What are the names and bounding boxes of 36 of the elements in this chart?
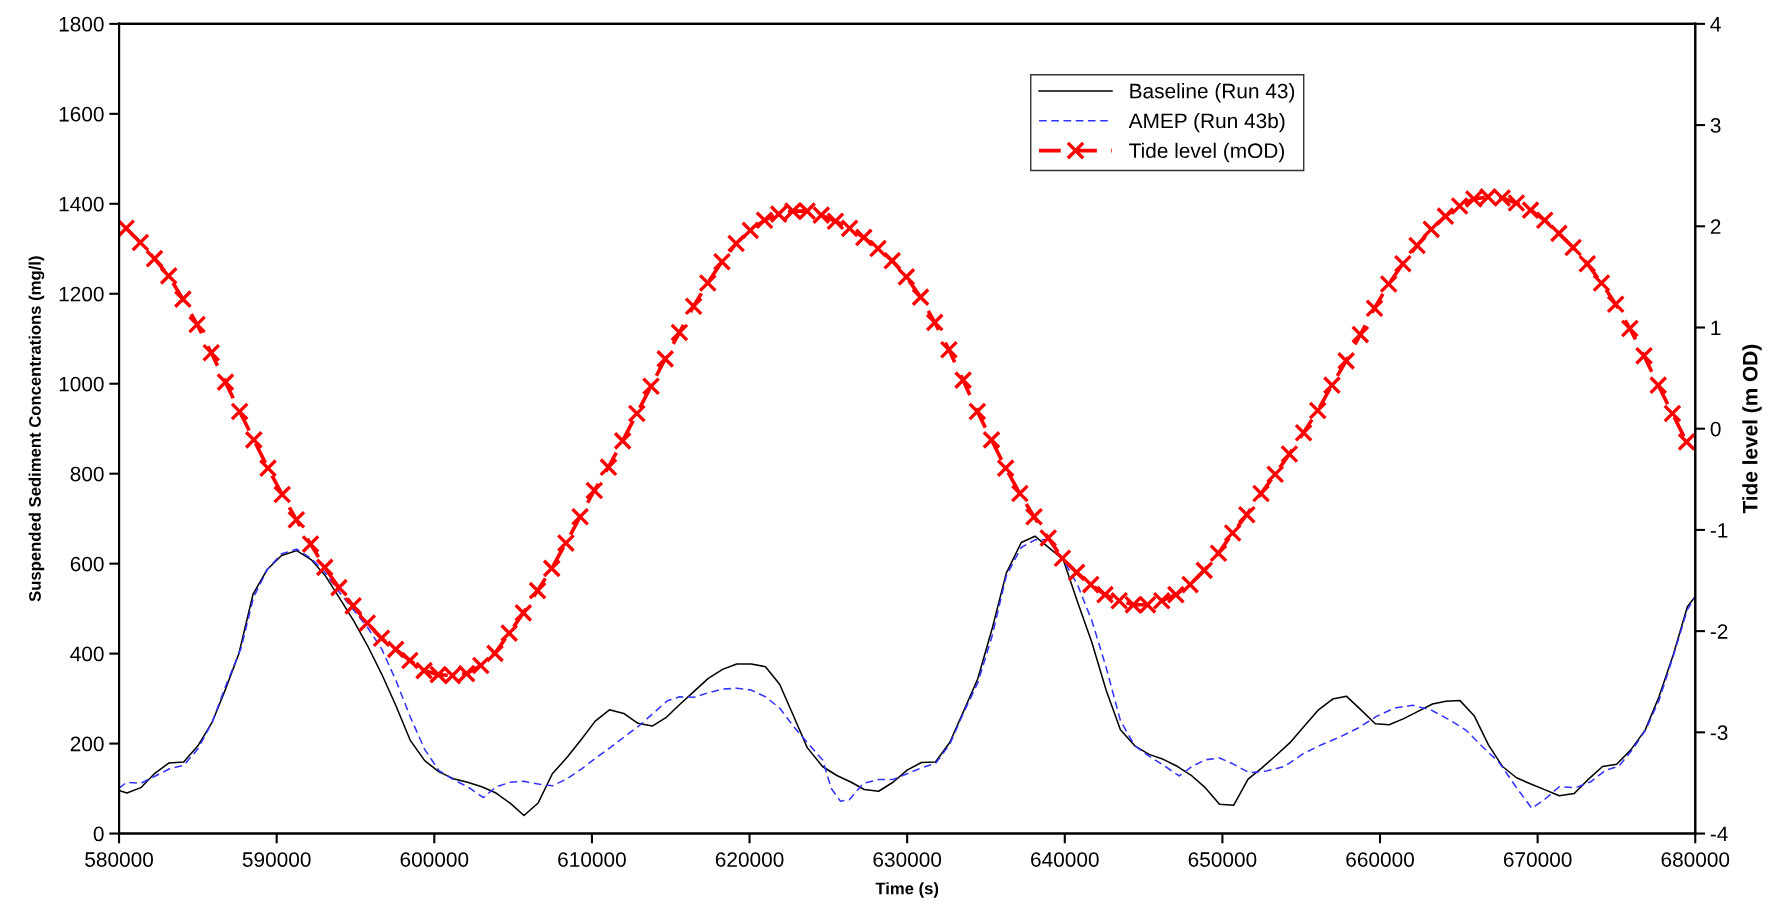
y-tick-label: 1400 <box>59 196 104 212</box>
x-axis-title: Time (s) <box>875 882 939 898</box>
y2-tick-label: 1 <box>1711 320 1721 336</box>
y-tick-label: 1600 <box>59 106 104 122</box>
y2-tick-label: 4 <box>1710 17 1721 32</box>
legend-label: AMEP (Run 43b) <box>1128 112 1285 133</box>
x-tick-label: 650000 <box>1188 852 1257 867</box>
y-axis-title: Suspended Sediment Concentrations (mg/l) <box>28 256 45 602</box>
x-tick-label: 600000 <box>400 852 469 867</box>
x-tick-label: 630000 <box>873 852 942 867</box>
legend-label: Tide level (mOD) <box>1129 142 1284 163</box>
x-tick-label: 670000 <box>1503 852 1572 867</box>
y-tick-label: 400 <box>70 646 104 662</box>
x-tick-label: 590000 <box>242 852 311 867</box>
y2-tick-label: -2 <box>1710 624 1728 639</box>
y2-axis-title: Tide level (m OD) <box>1742 344 1762 514</box>
y2-tick-label: 2 <box>1710 219 1721 234</box>
legend-label: Baseline (Run 43) <box>1130 83 1295 103</box>
y2-tick-label: 3 <box>1710 118 1721 133</box>
x-tick-label: 640000 <box>1031 852 1099 867</box>
y-tick-label: 0 <box>93 826 104 842</box>
y-tick-label: 1200 <box>59 286 104 302</box>
x-tick-label: 680000 <box>1661 852 1730 867</box>
x-tick-label: 620000 <box>715 852 784 867</box>
y2-tick-label: -4 <box>1710 826 1728 842</box>
x-tick-label: 580000 <box>85 852 154 867</box>
y2-tick-label: -3 <box>1710 725 1728 741</box>
y-tick-label: 200 <box>70 736 104 752</box>
y-tick-label: 800 <box>70 466 104 482</box>
y2-tick-label: 0 <box>1710 421 1721 437</box>
y-tick-label: 1800 <box>59 16 104 32</box>
x-tick-label: 610000 <box>558 852 626 867</box>
x-tick-label: 660000 <box>1346 852 1414 867</box>
y-tick-label: 1000 <box>59 376 104 392</box>
y-tick-label: 600 <box>70 556 104 572</box>
y2-tick-label: -1 <box>1710 523 1728 538</box>
